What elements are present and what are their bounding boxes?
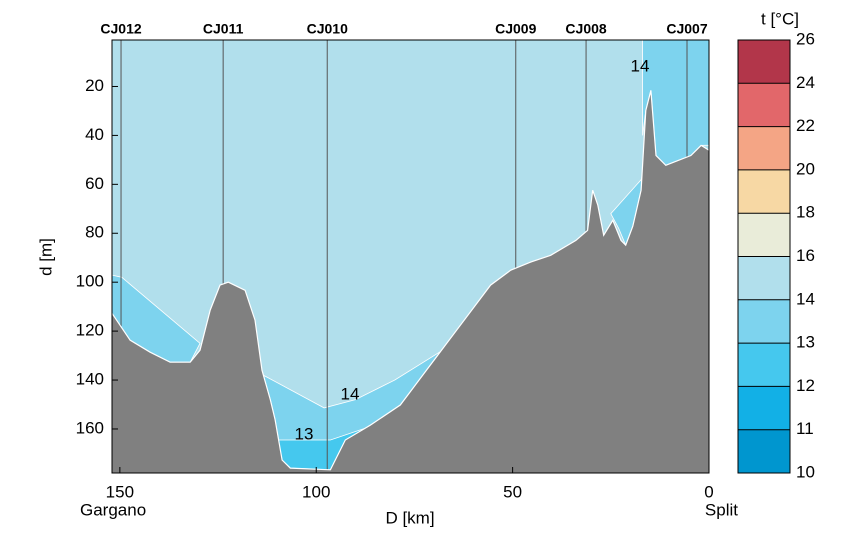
colorbar-swatch [738, 126, 790, 170]
colorbar-tick-label: 22 [796, 116, 815, 135]
station-label: CJ011 [203, 21, 244, 37]
colorbar-swatch [738, 169, 790, 214]
colorbar-tick-label: 18 [796, 203, 815, 222]
bathymetry [112, 90, 709, 474]
colorbar-swatch [738, 256, 790, 300]
colorbar-swatch [738, 343, 790, 387]
station-label: CJ009 [495, 21, 536, 37]
colorbar-tick-label: 26 [796, 29, 815, 48]
x-tick-label: 0 [704, 482, 713, 501]
station-label: CJ007 [666, 21, 707, 37]
y-tick-label: 80 [85, 223, 104, 242]
colorbar-swatch [738, 213, 790, 257]
colorbar-swatch [738, 40, 790, 84]
station-label: CJ010 [307, 21, 348, 37]
contour-label: 13 [295, 424, 314, 443]
contour-label: 14 [341, 384, 360, 403]
y-tick-label: 120 [76, 321, 104, 340]
x-tick-label: 50 [503, 482, 522, 501]
y-tick-label: 20 [85, 76, 104, 95]
colorbar-tick-label: 14 [796, 289, 815, 308]
colorbar-title: t [°C] [761, 9, 799, 28]
plot-frame [111, 39, 710, 474]
colorbar-swatch [738, 83, 790, 127]
y-tick-label: 60 [85, 174, 104, 193]
colorbar-tick-label: 13 [796, 333, 815, 352]
colorbar-swatch [738, 429, 790, 473]
colorbar-swatch [738, 299, 790, 344]
bathymetry-outline [111, 90, 710, 471]
contour-label: 14 [631, 56, 650, 75]
x-tick-label: 100 [302, 482, 330, 501]
annotation: Gargano [80, 500, 146, 519]
station-label: CJ012 [100, 21, 141, 37]
colorbar-tick-label: 12 [796, 376, 815, 395]
colorbar-tick-label: 11 [796, 419, 814, 438]
y-tick-label: 40 [85, 125, 104, 144]
y-axis-label: d [m] [36, 238, 55, 276]
y-tick-label: 160 [76, 418, 104, 437]
x-axis-label: D [km] [385, 508, 434, 527]
colorbar-tick-label: 16 [796, 246, 815, 265]
y-tick-label: 100 [76, 272, 104, 291]
colorbar-tick-label: 10 [796, 462, 815, 481]
x-tick-label: 150 [106, 482, 134, 501]
annotation: Split [705, 500, 738, 519]
colorbar-swatch [738, 386, 790, 430]
colorbar-tick-label: 24 [796, 73, 815, 92]
colorbar-tick-label: 20 [796, 159, 815, 178]
station-label: CJ008 [565, 21, 606, 37]
y-tick-label: 140 [76, 370, 104, 389]
